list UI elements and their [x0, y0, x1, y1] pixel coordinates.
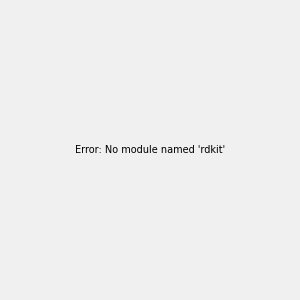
Text: Error: No module named 'rdkit': Error: No module named 'rdkit' — [75, 145, 225, 155]
